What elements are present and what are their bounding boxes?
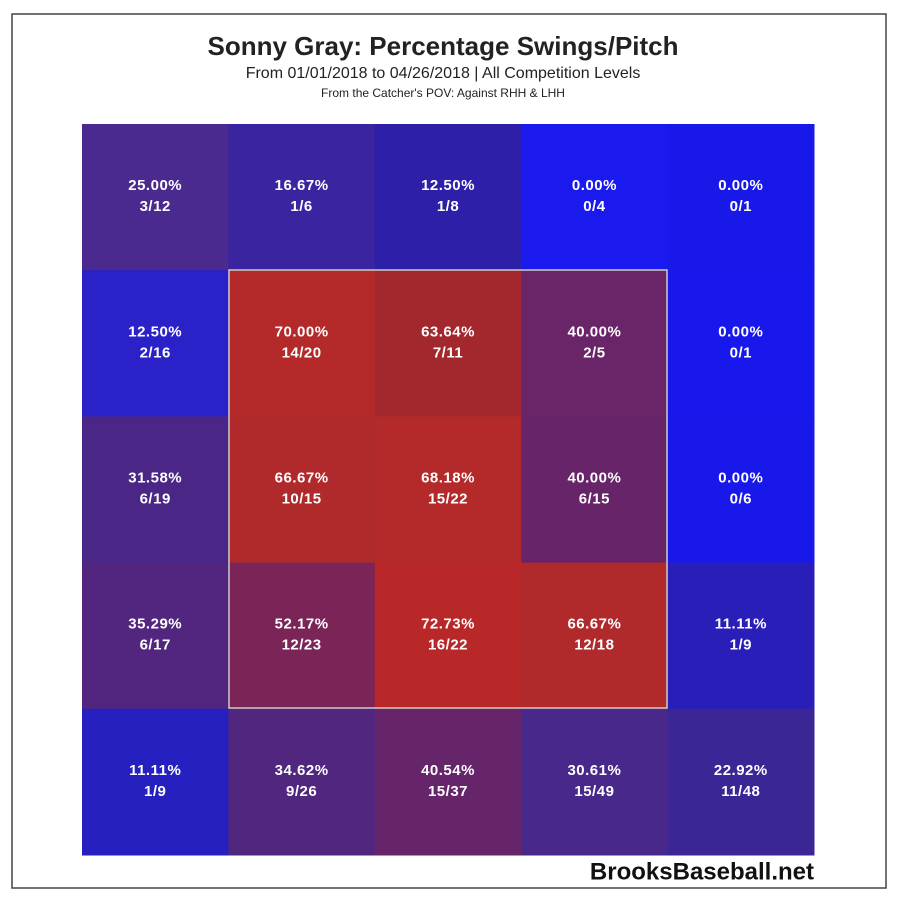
cell-value-label: 63.64% [421, 323, 475, 340]
cell-value-label: 25.00% [128, 177, 182, 194]
cell-value-label: 66.67% [275, 469, 329, 486]
cell-count-label: 2/5 [583, 344, 605, 361]
heat-cell [82, 562, 229, 710]
heat-cell [82, 708, 229, 856]
cell-value-label: 0.00% [718, 469, 763, 486]
heat-cell [667, 708, 815, 856]
cell-value-label: 35.29% [128, 616, 182, 633]
cell-count-label: 15/49 [574, 783, 614, 800]
cell-value-label: 68.18% [421, 469, 475, 486]
cell-value-label: 34.62% [275, 762, 329, 779]
cell-count-label: 6/17 [140, 637, 171, 654]
heat-cell [521, 416, 669, 564]
heat-cell [521, 124, 669, 271]
heat-cell [374, 416, 522, 564]
heat-cell [667, 416, 815, 564]
cell-count-label: 0/1 [730, 344, 752, 361]
heat-cell [667, 270, 815, 417]
heat-cell [82, 270, 229, 417]
cell-count-label: 0/4 [583, 198, 606, 215]
cell-value-label: 40.54% [421, 762, 475, 779]
cell-value-label: 70.00% [275, 323, 329, 340]
heat-cell [228, 124, 376, 271]
cell-count-label: 11/48 [721, 783, 760, 800]
cell-value-label: 30.61% [567, 762, 621, 779]
heat-cell [374, 124, 522, 271]
cell-value-label: 0.00% [572, 177, 617, 194]
heat-cell [667, 124, 815, 271]
cell-count-label: 1/9 [144, 783, 166, 800]
chart-subtitle: From 01/01/2018 to 04/26/2018 | All Comp… [246, 65, 641, 82]
heatmap-grid: 25.00% 3/12 16.67% 1/6 12.50% 1/8 0.00% 0/4 0.00… [82, 124, 815, 856]
cell-value-label: 40.00% [567, 469, 621, 486]
cell-count-label: 6/15 [579, 490, 610, 507]
heat-cell [521, 562, 669, 710]
cell-value-label: 12.50% [421, 177, 475, 194]
heat-cell [82, 124, 229, 271]
cell-count-label: 3/12 [140, 198, 171, 215]
heat-cell [228, 708, 376, 856]
cell-count-label: 12/23 [282, 637, 322, 654]
chart-title: Sonny Gray: Percentage Swings/Pitch [207, 31, 678, 61]
cell-count-label: 1/8 [437, 198, 459, 215]
cell-count-label: 16/22 [428, 637, 468, 654]
cell-count-label: 0/1 [730, 198, 752, 215]
cell-count-label: 12/18 [574, 637, 614, 654]
watermark: BrooksBaseball.net [590, 858, 814, 885]
cell-value-label: 11.11% [129, 762, 181, 779]
cell-count-label: 1/9 [730, 637, 752, 654]
cell-count-label: 15/37 [428, 783, 468, 800]
cell-count-label: 7/11 [433, 344, 463, 361]
cell-value-label: 11.11% [715, 616, 767, 633]
cell-count-label: 15/22 [428, 490, 468, 507]
chart-note: From the Catcher's POV: Against RHH & LH… [321, 86, 565, 100]
cell-value-label: 22.92% [714, 762, 768, 779]
cell-value-label: 31.58% [128, 469, 182, 486]
heat-cell [374, 708, 522, 856]
cell-count-label: 9/26 [286, 783, 317, 800]
cell-count-label: 10/15 [282, 490, 322, 507]
cell-count-label: 6/19 [140, 490, 171, 507]
cell-count-label: 0/6 [730, 490, 752, 507]
heat-cell [667, 562, 815, 710]
heat-cell [228, 562, 376, 710]
cell-value-label: 0.00% [718, 323, 763, 340]
heat-cell [374, 270, 522, 417]
cell-value-label: 66.67% [567, 616, 621, 633]
cell-value-label: 12.50% [128, 323, 182, 340]
cell-value-label: 40.00% [567, 323, 621, 340]
cell-count-label: 2/16 [140, 344, 171, 361]
heat-cell [228, 416, 376, 564]
cell-count-label: 14/20 [282, 344, 322, 361]
heat-cell [521, 270, 669, 417]
cell-value-label: 72.73% [421, 616, 475, 633]
cell-value-label: 16.67% [275, 177, 329, 194]
heat-cell [521, 708, 669, 856]
heat-cell [374, 562, 522, 710]
cell-count-label: 1/6 [290, 198, 312, 215]
cell-value-label: 52.17% [275, 616, 329, 633]
strike-zone [228, 269, 668, 709]
heat-cell [228, 270, 376, 417]
heat-cell [82, 416, 229, 564]
cell-value-label: 0.00% [718, 177, 763, 194]
